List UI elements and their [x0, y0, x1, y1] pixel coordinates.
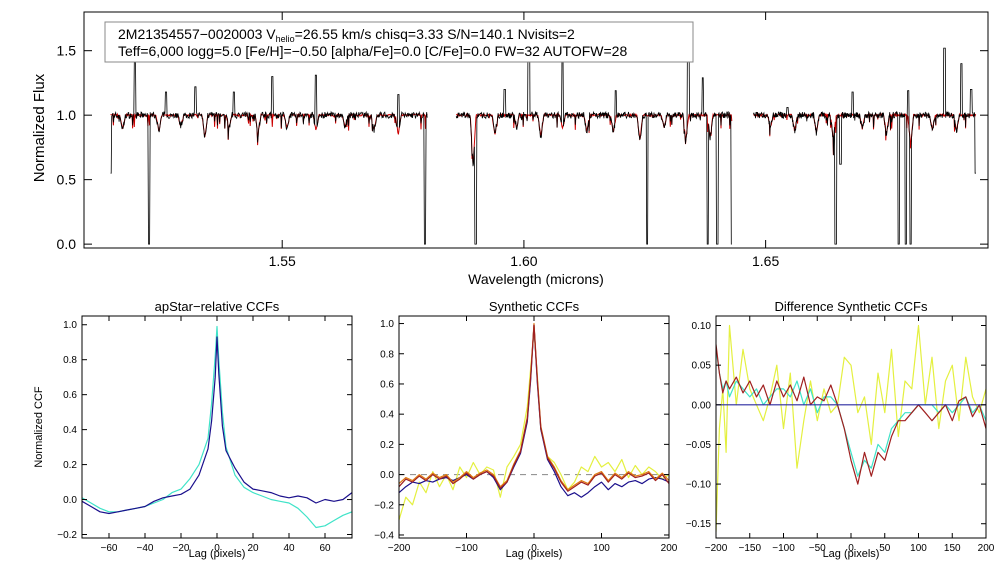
x-tick-label: 1.60: [510, 253, 537, 269]
y-tick-label: 0.6: [63, 390, 77, 401]
y-tick-label: 0.2: [380, 440, 394, 451]
x-tick-label: 1.65: [752, 253, 779, 269]
y-tick-label: −0.4: [374, 530, 394, 541]
x-tick-label: −100: [455, 543, 478, 554]
apstar-ccf-title: apStar−relative CCFs: [155, 299, 280, 314]
x-tick-label: 200: [978, 543, 995, 554]
ccf-traces: [82, 325, 352, 529]
apstar-ccf-ylabel: Normalized CCF: [33, 386, 45, 468]
ccf-series-red: [399, 324, 669, 492]
x-tick-label: −60: [101, 543, 118, 554]
x-tick-label: 200: [661, 543, 678, 554]
y-tick-label: −0.05: [686, 440, 712, 451]
synthetic-ccf-ticks: −200 −100 0 100 200 −0.4 −0.2 0.0 0.2 0.4 0.6 0.8 1.…: [374, 316, 678, 554]
y-tick-label: 0.0: [57, 236, 77, 252]
ccf-series-red: [716, 344, 986, 485]
x-tick-label: 100: [910, 543, 927, 554]
spectrum-axes-frame: [83, 11, 989, 249]
y-tick-label: 0.5: [57, 172, 77, 188]
x-tick-label: −100: [772, 543, 795, 554]
spectrum-ticks: 1.55 1.60 1.65 0.0 0.5 1.0 1.5: [57, 12, 988, 269]
x-tick-label: 60: [319, 543, 331, 554]
difference-ccf-panel: Difference Synthetic CCFs −200 −150 −100 −5…: [686, 299, 995, 560]
y-tick-label: −0.15: [686, 519, 712, 530]
spectrum-info-box: [104, 21, 694, 63]
x-tick-label: 50: [879, 543, 891, 554]
ccf-series-yellow: [399, 330, 669, 521]
synthetic-ccf-axes-frame: [398, 315, 670, 539]
apstar-ccf-plot-area: [82, 325, 352, 529]
difference-ccf-plot-area: [716, 324, 986, 532]
spectrum-plot-area: [110, 21, 977, 245]
apstar-ccf-panel: apStar−relative CCFs −60 −40 −20 0 20 40 60 −0.…: [33, 299, 353, 560]
info-line1-suffix: =26.55 km/s chisq=3.33 S/N=140.1 Nvisits…: [295, 26, 575, 42]
observed-spectrum-line: [110, 61, 428, 245]
y-tick-label: −0.2: [57, 530, 77, 541]
y-tick-label: 0.8: [380, 349, 394, 360]
y-tick-label: 0.8: [63, 355, 77, 366]
x-tick-label: −40: [137, 543, 154, 554]
ccf-traces: [716, 324, 986, 532]
info-line1-subscript: helio: [276, 34, 295, 44]
x-tick-label: 40: [283, 543, 295, 554]
synthetic-ccf-xlabel: Lag (pixels): [506, 548, 563, 560]
difference-ccf-title: Difference Synthetic CCFs: [775, 299, 928, 314]
x-tick-label: 0: [848, 543, 854, 554]
ccf-series-visit-1: [82, 336, 352, 515]
observed-spectrum-line: [455, 21, 732, 245]
y-tick-label: 0.4: [380, 410, 394, 421]
x-tick-label: 0: [214, 543, 220, 554]
ccf-series-visit-2: [82, 325, 352, 529]
x-tick-label: 1.55: [269, 253, 296, 269]
y-tick-label: 1.0: [57, 107, 77, 123]
y-tick-label: 0.05: [692, 361, 712, 372]
x-tick-label: −50: [809, 543, 826, 554]
y-tick-label: 0.00: [692, 400, 712, 411]
x-tick-label: −20: [173, 543, 190, 554]
x-tick-label: −150: [738, 543, 761, 554]
difference-ccf-ticks: −200 −150 −100 −50 0 50 100 150 200 −0.15 −0.10 −0.…: [686, 316, 995, 554]
y-tick-label: 1.5: [57, 43, 77, 59]
synthetic-ccf-plot-area: [399, 323, 669, 521]
x-tick-label: −200: [388, 543, 411, 554]
y-tick-label: 1.0: [63, 320, 77, 331]
x-tick-label: −200: [705, 543, 728, 554]
spectrum-info-line1: 2M21354557−0020003 Vhelio=26.55 km/s chi…: [118, 26, 575, 44]
difference-ccf-axes-frame: [715, 315, 987, 539]
spectrum-traces: [110, 21, 977, 245]
x-tick-label: 100: [593, 543, 610, 554]
spectrum-ylabel: Normalized Flux: [31, 73, 48, 182]
y-tick-label: −0.2: [374, 500, 394, 511]
y-tick-label: 0.0: [63, 495, 77, 506]
y-tick-label: 1.0: [380, 319, 394, 330]
spectrum-panel: 1.55 1.60 1.65 0.0 0.5 1.0 1.5 2M21354557−0020…: [31, 11, 989, 287]
x-tick-label: 20: [247, 543, 259, 554]
y-tick-label: −0.10: [686, 480, 712, 491]
difference-ccf-xlabel: Lag (pixels): [823, 548, 880, 560]
ccf-series-yellow: [716, 324, 986, 532]
synthetic-ccf-title: Synthetic CCFs: [489, 299, 580, 314]
apstar-ccf-ticks: −60 −40 −20 0 20 40 60 −0.2 0.0 0.2 0.4 0.6 0.8 1.0: [57, 316, 352, 554]
y-tick-label: 0.4: [63, 425, 77, 436]
y-tick-label: 0.2: [63, 460, 77, 471]
y-tick-label: 0.0: [380, 470, 394, 481]
ccf-series-orange: [399, 323, 669, 491]
info-line1-prefix: 2M21354557−0020003 V: [118, 26, 276, 42]
y-tick-label: 0.10: [692, 321, 712, 332]
x-tick-label: 150: [944, 543, 961, 554]
ccf-traces: [399, 323, 669, 521]
x-tick-label: 0: [531, 543, 537, 554]
observed-spectrum-line: [753, 47, 976, 245]
apstar-ccf-xlabel: Lag (pixels): [189, 548, 246, 560]
spectrum-info-line2: Teff=6,000 logg=5.0 [Fe/H]=−0.50 [alpha/…: [118, 43, 627, 59]
synthetic-ccf-panel: Synthetic CCFs −200 −100 0 100 200 −0.4 −0.2 0.…: [374, 299, 678, 560]
spectrum-xlabel: Wavelength (microns): [468, 271, 604, 287]
y-tick-label: 0.6: [380, 379, 394, 390]
